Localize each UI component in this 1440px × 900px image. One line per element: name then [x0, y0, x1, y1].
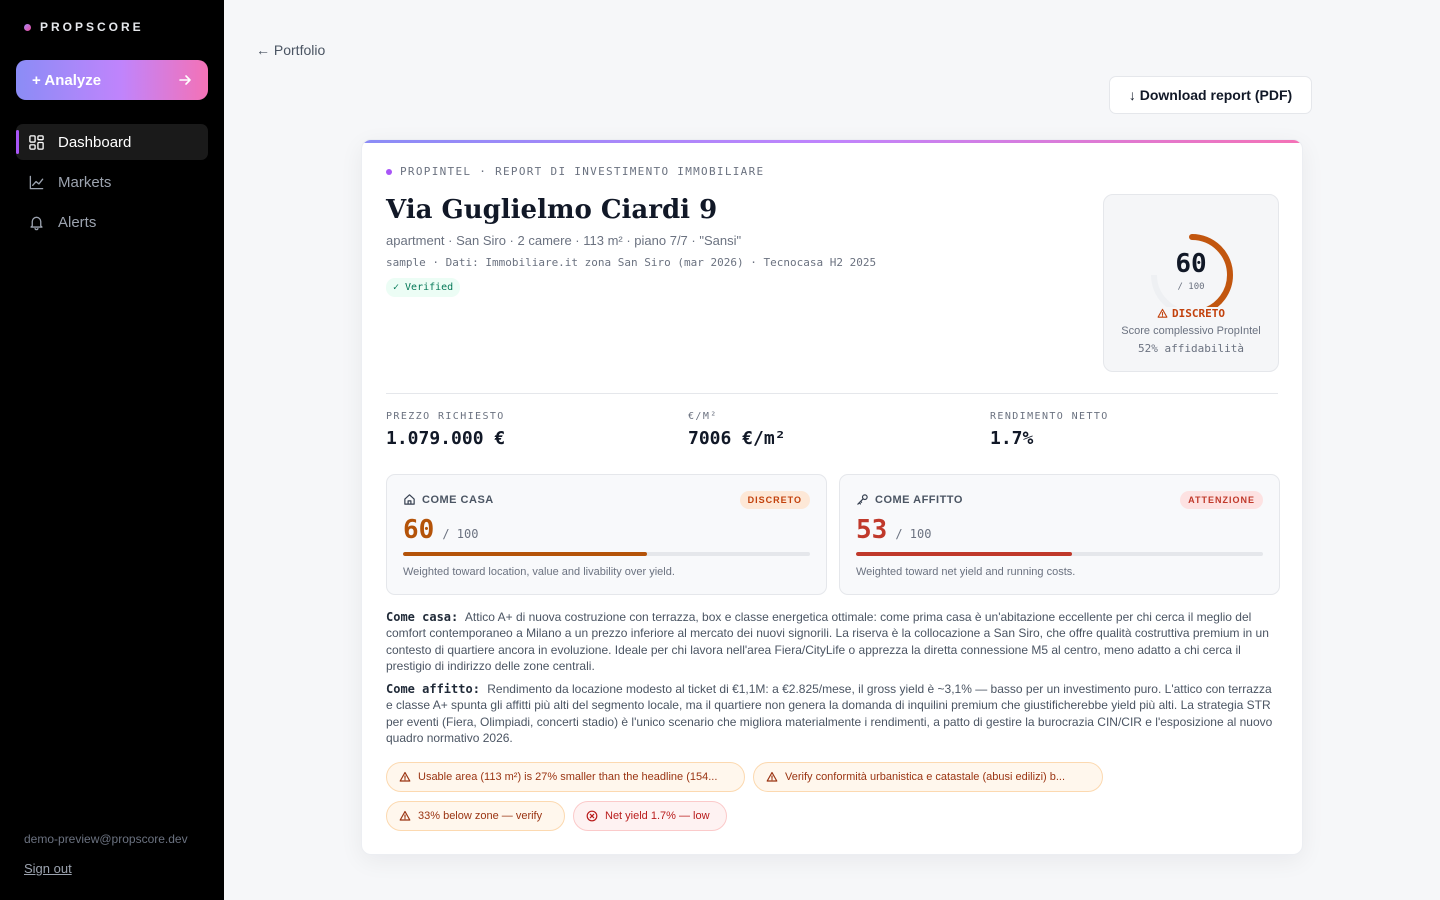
- brand-name: PROPSCORE: [40, 20, 144, 34]
- key-icon: [857, 494, 868, 505]
- metric-label: RENDIMENTO NETTO: [990, 411, 1109, 422]
- sidebar-item-label: Markets: [58, 173, 112, 191]
- analysis-affitto-text: Rendimento da locazione modesto al ticke…: [386, 682, 1273, 745]
- subscore-badge: ATTENZIONE: [1180, 491, 1263, 509]
- analyze-button-label: + Analyze: [32, 71, 102, 89]
- chart-line-icon: [29, 175, 44, 189]
- warning-chip-text: Usable area (113 m²) is 27% smaller than…: [418, 771, 718, 783]
- brand-dot-icon: [24, 23, 31, 31]
- subscore-card-affitto: COME AFFITTO ATTENZIONE 53 / 100 Weighte…: [839, 474, 1280, 595]
- subscore-header: COME CASA: [403, 493, 494, 506]
- warning-icon: [399, 810, 411, 821]
- warning-icon: [399, 771, 411, 782]
- subscore-progress-fill: [856, 552, 1072, 556]
- card-accent-bar: [362, 140, 1302, 143]
- subscore-label: COME AFFITTO: [875, 493, 963, 506]
- warning-chip-conformity[interactable]: Verify conformità urbanistica e catastal…: [753, 762, 1103, 792]
- gauge-arc: [1151, 234, 1233, 307]
- metric-label: €/M²: [688, 411, 718, 422]
- property-subtitle: apartment · San Siro · 2 camere · 113 m²…: [386, 233, 742, 248]
- metric-asking-price: PREZZO RICHIESTO 1.079.000 €: [386, 411, 505, 449]
- verified-badge: ✓ Verified: [386, 278, 461, 297]
- sidebar-item-alerts[interactable]: Alerts: [16, 204, 208, 240]
- overall-score-rating-label: DISCRETO: [1172, 307, 1225, 320]
- metric-value: 1.7%: [990, 428, 1034, 449]
- overall-score-panel: 60 / 100 DISCRETO Score complessivo Prop…: [1103, 194, 1279, 372]
- analysis-affitto: Come affitto: Rendimento da locazione mo…: [386, 681, 1280, 746]
- metric-net-yield: RENDIMENTO NETTO 1.7%: [990, 411, 1109, 449]
- sidebar-nav: Dashboard Markets Alerts: [16, 124, 208, 244]
- warning-chip-text: 33% below zone — verify: [418, 810, 543, 822]
- property-title: Via Guglielmo Ciardi 9: [386, 195, 718, 225]
- warning-chip-below-zone[interactable]: 33% below zone — verify: [386, 801, 565, 831]
- analysis-casa-label: Come casa:: [386, 610, 459, 624]
- subscore-value: 53: [856, 515, 888, 545]
- score-gauge: [1151, 234, 1233, 307]
- warning-chip-area[interactable]: Usable area (113 m²) is 27% smaller than…: [386, 762, 745, 792]
- subscore-value: 60: [403, 515, 435, 545]
- warning-icon: [1157, 308, 1168, 318]
- warning-chip-net-yield[interactable]: Net yield 1.7% — low: [573, 801, 727, 831]
- analysis-affitto-label: Come affitto:: [386, 682, 480, 696]
- eyebrow-dot-icon: [386, 168, 392, 175]
- brand-logo[interactable]: PROPSCORE: [24, 20, 144, 34]
- warning-chip-text: Net yield 1.7% — low: [605, 810, 710, 822]
- arrow-right-icon: [179, 75, 191, 85]
- subscore-denominator: / 100: [895, 527, 932, 541]
- user-email: demo-preview@propscore.dev: [24, 832, 188, 846]
- overall-score-reliability: 52% affidabilità: [1138, 342, 1244, 355]
- section-divider: [386, 393, 1278, 394]
- report-card: PROPINTEL · REPORT DI INVESTIMENTO IMMOB…: [361, 139, 1303, 855]
- analysis-casa-text: Attico A+ di nuova costruzione con terra…: [386, 610, 1269, 673]
- sidebar-item-dashboard[interactable]: Dashboard: [16, 124, 208, 160]
- warning-icon: [766, 771, 778, 782]
- subscore-badge: DISCRETO: [739, 491, 810, 509]
- overall-score-caption: Score complessivo PropIntel: [1121, 325, 1261, 337]
- overall-score-value: 60: [1175, 249, 1207, 279]
- dashboard-icon: [29, 134, 44, 150]
- overall-score-denominator: / 100: [1177, 282, 1205, 292]
- subscore-card-casa: COME CASA DISCRETO 60 / 100 Weighted tow…: [386, 474, 827, 595]
- sidebar: PROPSCORE + Analyze Dashboard Markets Al…: [0, 0, 224, 900]
- subscore-header: COME AFFITTO: [856, 493, 963, 506]
- subscore-denominator: / 100: [442, 527, 479, 541]
- sidebar-item-label: Alerts: [58, 213, 97, 231]
- back-to-portfolio-link[interactable]: ← Portfolio: [256, 42, 326, 58]
- metric-label: PREZZO RICHIESTO: [386, 411, 505, 422]
- sidebar-item-label: Dashboard: [58, 133, 132, 151]
- subscore-value-group: 53 / 100: [856, 515, 931, 545]
- warning-chip-text: Verify conformità urbanistica e catastal…: [785, 771, 1066, 783]
- data-source-note: sample · Dati: Immobiliare.it zona San S…: [386, 256, 877, 269]
- download-report-button[interactable]: ↓ Download report (PDF): [1109, 76, 1312, 114]
- subscore-note: Weighted toward location, value and liva…: [403, 566, 675, 578]
- eyebrow-text: PROPINTEL · REPORT DI INVESTIMENTO IMMOB…: [400, 165, 765, 178]
- x-circle-icon: [586, 810, 598, 822]
- metric-price-per-sqm: €/M² 7006 €/m²: [688, 411, 786, 449]
- home-icon: [404, 494, 415, 505]
- subscore-value-group: 60 / 100: [403, 515, 478, 545]
- subscore-note: Weighted toward net yield and running co…: [856, 566, 1076, 578]
- metric-value: 7006 €/m²: [688, 428, 786, 449]
- overall-score-rating: DISCRETO: [1104, 307, 1278, 320]
- report-eyebrow: PROPINTEL · REPORT DI INVESTIMENTO IMMOB…: [386, 165, 764, 178]
- sign-out-link[interactable]: Sign out: [24, 861, 72, 876]
- analyze-button[interactable]: + Analyze: [16, 60, 208, 100]
- sidebar-item-markets[interactable]: Markets: [16, 164, 208, 200]
- bell-icon: [30, 216, 43, 230]
- metric-value: 1.079.000 €: [386, 428, 506, 449]
- subscore-progress-fill: [403, 552, 648, 556]
- subscore-label: COME CASA: [422, 493, 494, 506]
- subscore-progress-bar: [403, 552, 810, 556]
- analysis-casa: Come casa: Attico A+ di nuova costruzion…: [386, 609, 1280, 674]
- subscore-progress-bar: [856, 552, 1263, 556]
